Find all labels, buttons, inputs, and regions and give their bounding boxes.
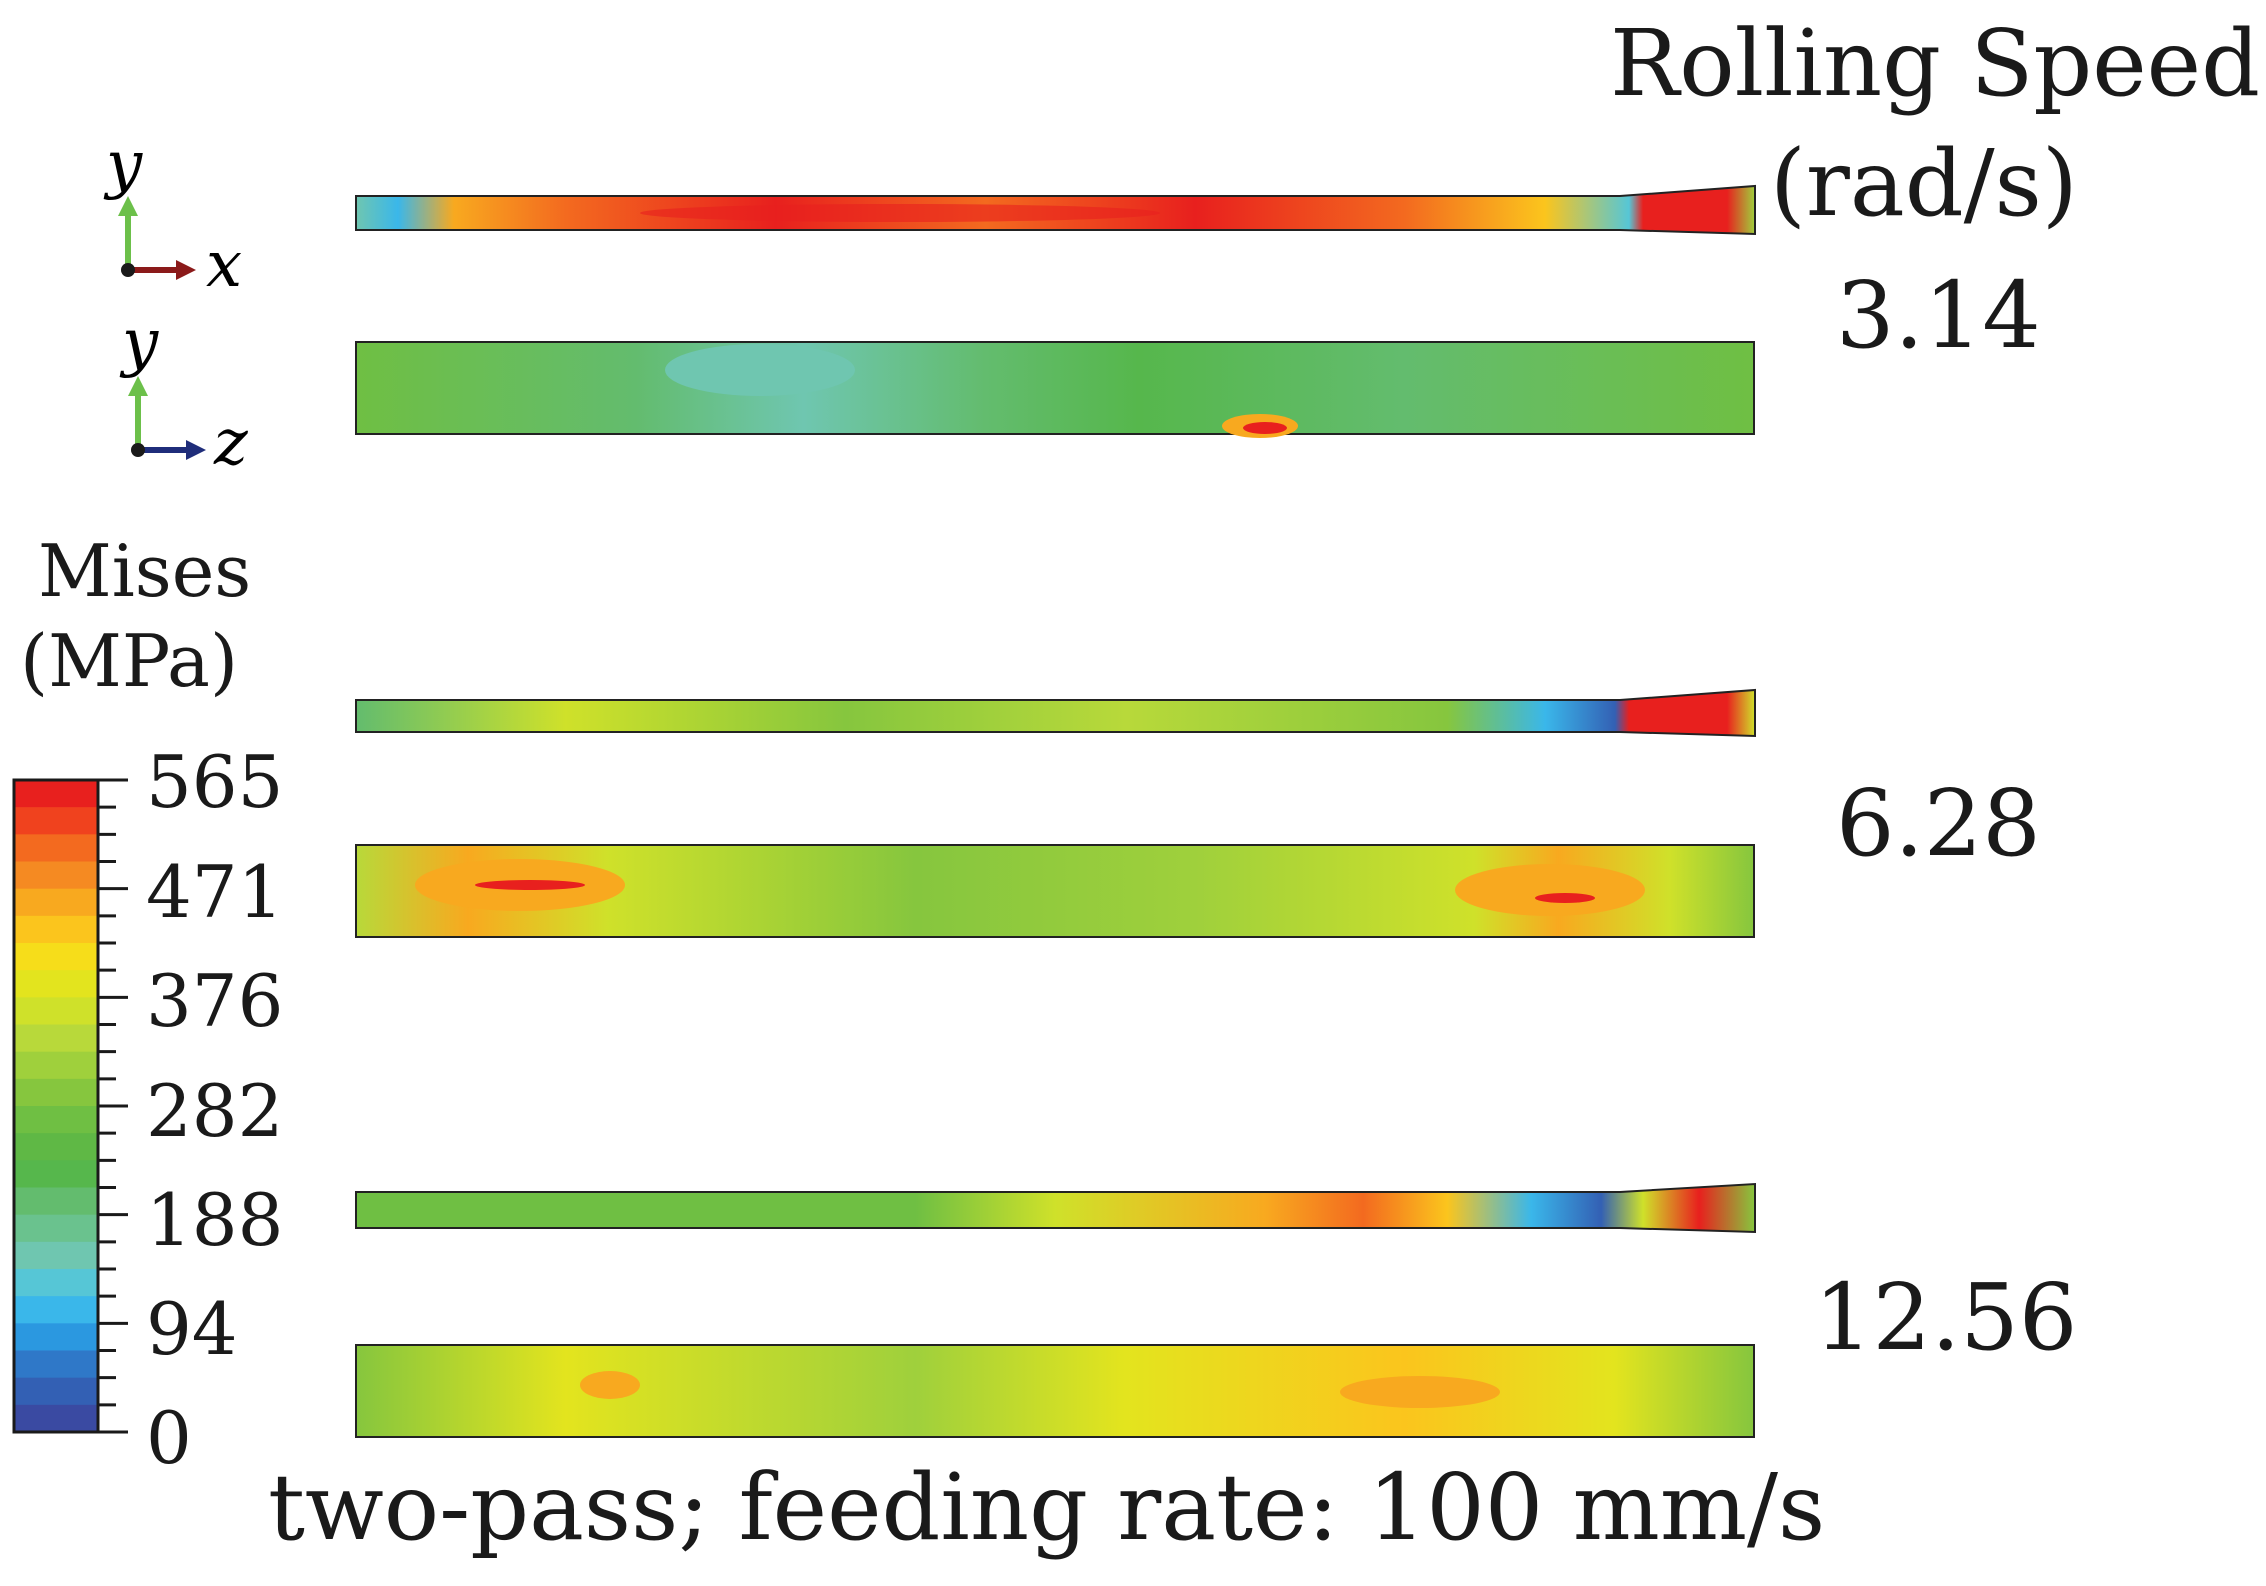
legend-color-band	[14, 888, 98, 917]
speed-label-2: 6.28	[1836, 770, 2041, 877]
legend-color-band	[14, 1296, 98, 1324]
footer-caption: two-pass; feeding rate: 100 mm/s	[268, 1454, 1826, 1561]
legend-color-band	[14, 834, 98, 862]
legend-color-band	[14, 1051, 98, 1080]
strip-zy-case-3	[355, 1344, 1755, 1438]
axis-triad-xy: y x	[103, 128, 242, 302]
legend-color-band	[14, 915, 98, 944]
legend-tick: 565	[146, 740, 284, 824]
legend-color-band	[14, 1106, 98, 1134]
legend-color-band	[14, 1323, 98, 1351]
legend-title: Mises	[38, 529, 252, 613]
legend-color-band	[14, 1241, 98, 1270]
speed-label-1: 3.14	[1836, 262, 2041, 369]
legend-color-band	[14, 1187, 98, 1216]
axis-x-label: x	[206, 228, 242, 302]
axis-triad-zy: y z	[119, 306, 249, 480]
legend-color-band	[14, 1404, 98, 1433]
legend-tick: 0	[146, 1396, 192, 1480]
legend-color-band	[14, 997, 98, 1025]
legend-color-band	[14, 970, 98, 998]
legend-color-band	[14, 1078, 98, 1107]
strip-xy-case-2	[355, 688, 1756, 738]
legend-color-band	[14, 861, 98, 890]
legend-color-band	[14, 1024, 98, 1053]
legend-tick: 471	[146, 850, 284, 934]
speed-label-3: 12.56	[1814, 1264, 2078, 1371]
legend-color-band	[14, 1377, 98, 1406]
legend-unit: (MPa)	[20, 619, 239, 703]
legend-tick: 376	[146, 959, 284, 1043]
legend-color-band	[14, 807, 98, 835]
axis-y-label: y	[103, 128, 143, 202]
legend-tick: 94	[146, 1287, 238, 1371]
legend-color-band	[14, 1269, 98, 1297]
legend-color-band	[14, 1160, 98, 1188]
legend-color-band	[14, 1214, 98, 1243]
legend-tick: 188	[146, 1178, 284, 1262]
legend-tick: 282	[146, 1069, 284, 1153]
axis-z-label: z	[213, 406, 249, 480]
legend-color-band	[14, 1350, 98, 1379]
strip-xy-case-1	[355, 184, 1756, 236]
strip-zy-case-1	[355, 341, 1755, 438]
legend-color-band	[14, 943, 98, 971]
legend-color-band	[14, 1133, 98, 1161]
legend-color-band	[14, 780, 98, 808]
strip-zy-case-2	[355, 844, 1755, 938]
rolling-speed-title: Rolling Speed	[1610, 10, 2261, 117]
rolling-speed-unit: (rad/s)	[1770, 130, 2078, 237]
strip-xy-case-3	[355, 1182, 1756, 1234]
legend-colorbar	[12, 778, 128, 1434]
axis-y-label: y	[119, 306, 159, 380]
